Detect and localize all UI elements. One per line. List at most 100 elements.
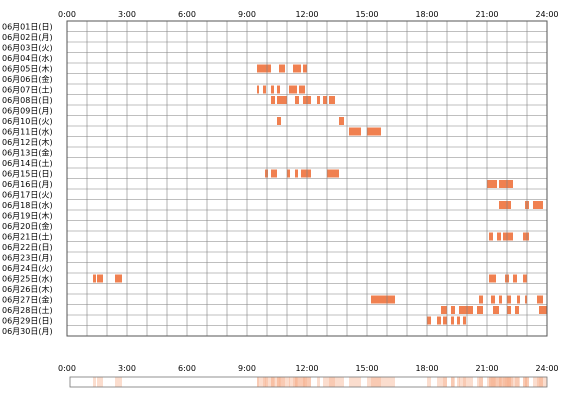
summary-mark [507,377,511,387]
summary-mark [277,377,281,387]
row-label: 06月29日(日) [2,317,53,326]
summary-mark [295,377,298,387]
activity-segment-7-4 [277,85,280,94]
summary-mark [459,377,473,387]
summary-mark [539,377,547,387]
summary-tick-label: 12:00 [295,364,318,373]
summary-mark [513,377,517,387]
row-label: 06月15日(日) [2,170,53,179]
summary-axis-tick-labels: 0:00 3:00 6:00 9:00 12:00 15:00 18:00 21:00 24:0… [58,364,559,373]
plot-border [66,20,548,337]
row-label: 06月22日(日) [2,243,53,252]
summary-mark [93,377,96,387]
summary-tick-label: 24:00 [535,364,558,373]
x-tick-label: 9:00 [238,10,256,19]
summary-mark [257,377,271,387]
row-label: 06月07日(土) [2,85,53,95]
row-label: 06月25日(水) [2,274,53,284]
summary-mark [525,377,529,387]
summary-mark [537,377,543,387]
activity-segment-8-6 [323,96,327,104]
activity-segment-5-3 [293,64,301,73]
summary-mark [295,377,299,387]
summary-tick-label: 6:00 [178,364,196,373]
row-label: 06月16日(月) [2,180,53,189]
summary-mark [457,377,460,387]
summary-mark [517,377,520,387]
x-tick-label: 3:00 [118,10,136,19]
activity-segment-29-2 [437,316,441,325]
summary-mark [323,377,327,387]
activity-segment-27-2 [479,295,483,304]
summary-bar-border [69,376,548,388]
row-label: 06月26日(木) [2,284,53,294]
activity-segment-21-2 [497,232,501,241]
activity-segment-15-2 [271,169,277,178]
activity-segment-7-5 [289,85,297,94]
activity-segment-27-6 [517,295,520,304]
summary-mark [97,377,103,387]
summary-mark [515,377,519,387]
activity-segment-28-2 [451,306,455,314]
activity-segment-28-4 [477,306,483,314]
row-label: 06月28日(土) [2,305,53,315]
activity-segment-8-7 [329,96,335,104]
summary-mark [289,377,297,387]
x-tick-label: 18:00 [415,10,438,19]
summary-mark [489,377,493,387]
activity-segment-11-2 [367,127,381,136]
row-label: 06月30日(月) [2,327,53,336]
summary-tick-label: 21:00 [475,364,498,373]
activity-segment-25-7 [523,274,527,283]
row-label: 06月04日(水) [2,53,53,63]
summary-mark [505,377,509,387]
activity-segment-15-3 [287,169,290,178]
summary-mark [499,377,502,387]
activity-segment-11-1 [349,127,361,136]
summary-mark [489,377,496,387]
activity-segment-16-1 [487,180,497,188]
summary-mark [303,377,311,387]
summary-mark [115,377,122,387]
row-label: 06月08日(日) [2,96,53,105]
activity-segment-7-1 [257,85,259,94]
x-tick-label: 15:00 [355,10,378,19]
row-label: 06月20日(金) [2,221,53,231]
summary-mark [463,377,466,387]
row-label: 06月10日(火) [2,117,53,126]
summary-marks [93,377,547,387]
summary-mark [271,377,274,387]
summary-mark [327,377,339,387]
activity-segment-29-3 [443,316,447,325]
activity-segment-25-3 [115,274,122,283]
activity-segment-29-6 [463,316,466,325]
summary-mark [265,377,268,387]
activity-segment-25-2 [97,274,103,283]
summary-tick-label: 9:00 [238,364,256,373]
row-label: 06月05日(木) [2,64,53,74]
summary-mark [507,377,511,387]
summary-mark [271,377,275,387]
activity-segment-7-2 [263,85,266,94]
activity-segment-28-1 [441,306,447,314]
activity-segments [93,64,547,325]
activity-segment-8-2 [277,96,287,104]
activity-segment-7-3 [271,85,274,94]
activity-segment-27-3 [491,295,495,304]
summary-mark [277,377,280,387]
activity-segment-28-6 [507,306,511,314]
activity-segment-28-3 [459,306,473,314]
activity-segment-25-1 [93,274,96,283]
summary-bar [70,377,547,387]
row-label: 06月11日(水) [2,127,53,137]
activity-segment-27-7 [525,295,527,304]
activity-segment-29-1 [427,316,431,325]
summary-mark [491,377,495,387]
activity-segment-29-4 [451,316,454,325]
summary-mark [523,377,529,387]
row-label: 06月27日(金) [2,295,53,305]
activity-segment-27-4 [499,295,502,304]
activity-segment-21-3 [503,232,513,241]
activity-segment-25-4 [489,274,496,283]
